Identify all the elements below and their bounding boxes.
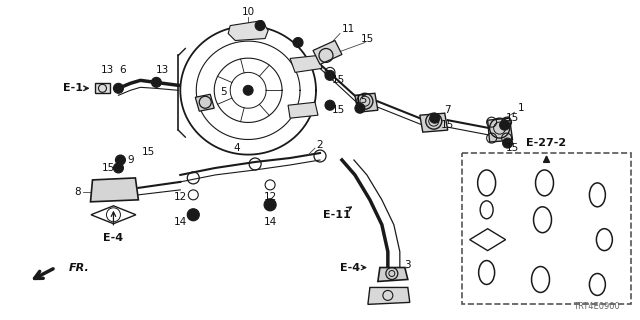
- Text: FR.: FR.: [68, 262, 90, 273]
- Text: 10: 10: [241, 7, 255, 17]
- Text: E-11: E-11: [323, 210, 351, 220]
- Polygon shape: [355, 93, 378, 112]
- Text: 12: 12: [173, 192, 187, 202]
- Polygon shape: [378, 268, 408, 282]
- Text: 1: 1: [518, 103, 525, 113]
- Text: 6: 6: [119, 65, 125, 76]
- Text: 8: 8: [74, 187, 81, 197]
- Polygon shape: [290, 55, 322, 72]
- Text: 15: 15: [102, 163, 115, 173]
- Ellipse shape: [115, 155, 125, 165]
- Text: 15: 15: [332, 75, 344, 85]
- Ellipse shape: [113, 163, 124, 173]
- Polygon shape: [95, 83, 111, 93]
- Ellipse shape: [243, 85, 253, 95]
- Text: 14: 14: [173, 217, 187, 227]
- Ellipse shape: [355, 103, 365, 113]
- Text: TRT4E0900: TRT4E0900: [573, 302, 620, 311]
- Text: 14: 14: [264, 217, 276, 227]
- Ellipse shape: [264, 199, 276, 211]
- Ellipse shape: [325, 70, 335, 80]
- Polygon shape: [313, 41, 342, 64]
- Ellipse shape: [255, 20, 265, 31]
- Text: 15: 15: [141, 147, 155, 157]
- Polygon shape: [228, 20, 268, 41]
- Text: 15: 15: [361, 34, 374, 44]
- Text: 3: 3: [404, 260, 411, 269]
- Ellipse shape: [430, 113, 440, 123]
- Text: E-1: E-1: [63, 83, 83, 93]
- Ellipse shape: [502, 138, 513, 148]
- Text: 15: 15: [441, 120, 454, 130]
- Text: 2: 2: [317, 140, 323, 150]
- Text: 13: 13: [101, 65, 114, 76]
- Polygon shape: [488, 118, 513, 142]
- Text: 11: 11: [341, 24, 355, 34]
- Text: 5: 5: [220, 87, 227, 97]
- Ellipse shape: [325, 100, 335, 110]
- Ellipse shape: [152, 77, 161, 87]
- Polygon shape: [420, 113, 448, 132]
- Text: 15: 15: [332, 105, 344, 115]
- Polygon shape: [288, 102, 318, 118]
- Ellipse shape: [293, 37, 303, 47]
- Text: 12: 12: [264, 192, 276, 202]
- Text: 9: 9: [127, 155, 134, 165]
- Text: 13: 13: [156, 65, 169, 76]
- Polygon shape: [90, 178, 138, 202]
- Text: E-4: E-4: [340, 262, 360, 273]
- Text: 15: 15: [506, 143, 519, 153]
- Ellipse shape: [500, 120, 509, 130]
- Polygon shape: [195, 94, 214, 111]
- Ellipse shape: [188, 209, 199, 221]
- Text: E-4: E-4: [104, 233, 124, 243]
- Text: 15: 15: [355, 95, 369, 105]
- Ellipse shape: [113, 83, 124, 93]
- Text: 15: 15: [506, 113, 519, 123]
- FancyBboxPatch shape: [461, 153, 631, 304]
- Text: 4: 4: [234, 143, 241, 153]
- Text: E-27-2: E-27-2: [527, 138, 566, 148]
- Polygon shape: [368, 287, 410, 304]
- Text: 7: 7: [444, 105, 451, 115]
